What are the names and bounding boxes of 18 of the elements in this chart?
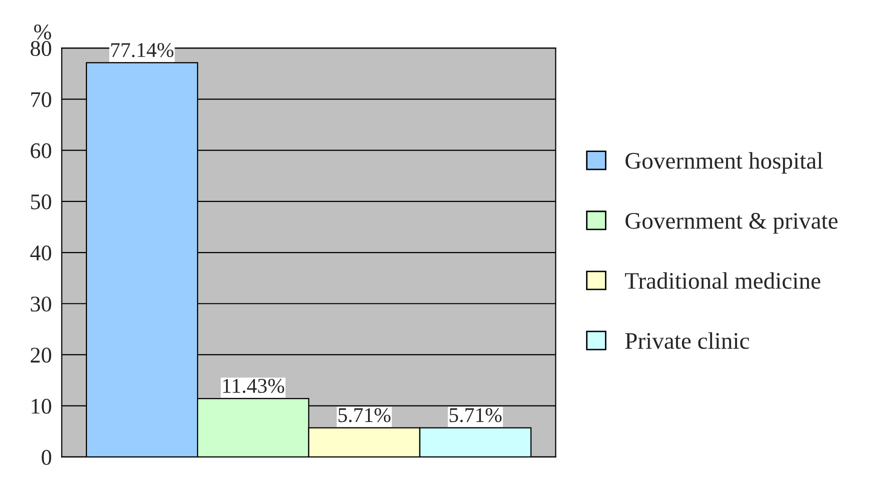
y-tick-label: 40 [30, 245, 52, 260]
data-label: 11.43% [223, 378, 284, 394]
y-tick-label: 10 [32, 398, 52, 414]
y-tick-label: 60 [30, 143, 52, 158]
y-axis-title: % [34, 24, 52, 40]
legend-label: Government hospital [626, 152, 823, 174]
data-label: 5.71% [338, 408, 390, 422]
y-tick-label: 20 [30, 348, 52, 363]
y-tick-label: 30 [30, 296, 52, 312]
data-label: 5.71% [450, 408, 502, 422]
data-label: 77.14% [111, 43, 174, 58]
y-tick-label: 70 [31, 92, 52, 108]
y-tick-label: 0 [42, 450, 52, 465]
y-tick-label: 50 [31, 194, 52, 210]
legend-label: Traditional medicine [624, 272, 820, 289]
legend-label: Private clinic [625, 332, 750, 349]
legend-label: Government & private [626, 212, 838, 234]
y-tick-label: 80 [30, 41, 52, 56]
